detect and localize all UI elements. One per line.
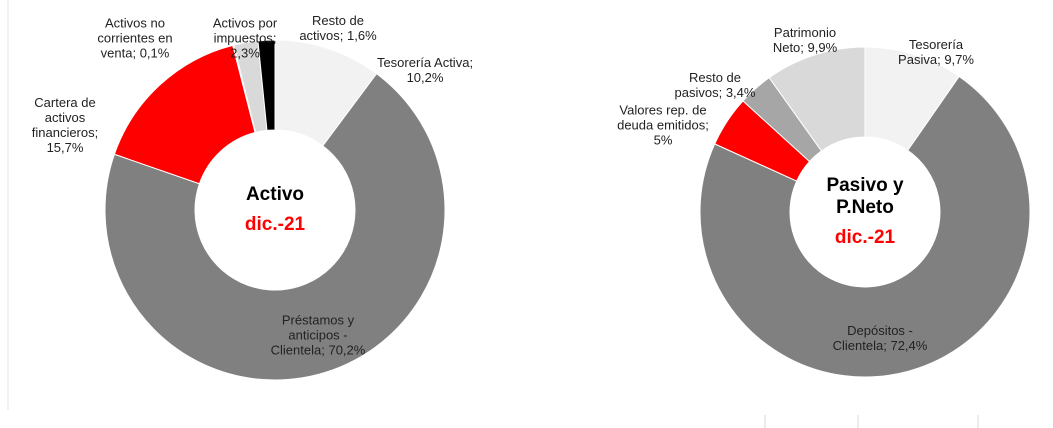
value-label: 5% — [653, 132, 673, 148]
data-label: Tesorería Pasiva; 9,7% — [886, 37, 986, 67]
center-subtitle-text: dic.-21 — [244, 214, 306, 235]
separator: ; — [469, 55, 474, 70]
slice — [104, 72, 446, 381]
data-label: Préstamos y anticipos - Clientela; 70,2% — [263, 313, 373, 358]
separator: ; — [132, 45, 140, 61]
category-name: Resto de activos — [299, 13, 365, 43]
data-label: Depósitos - Clientela; 72,4% — [830, 323, 930, 353]
category-name: Activos no corrientes en venta — [97, 15, 173, 61]
slice — [113, 44, 256, 185]
separator: ; — [800, 40, 808, 55]
category-name: Valores rep. de deuda emitidos — [617, 102, 707, 133]
value-label: 9,7% — [944, 52, 974, 67]
separator: ; — [272, 30, 277, 46]
separator: ; — [705, 117, 709, 133]
value-label: 0,1% — [139, 45, 170, 61]
slice — [699, 75, 1031, 378]
value-label: 9,9% — [807, 40, 838, 55]
data-label: Activos no corrientes en venta; 0,1% — [80, 16, 190, 61]
category-name: Préstamos y anticipos - Clientela — [270, 312, 355, 358]
category-name: Tesorería Activa — [376, 55, 470, 70]
data-label: Tesorería Activa; 10,2% — [370, 55, 480, 85]
value-label: 2,3% — [230, 45, 260, 61]
category-name: Resto de pasivos — [674, 70, 742, 100]
data-label: Patrimonio Neto; 9,9% — [760, 25, 850, 55]
separator: ; — [718, 85, 726, 100]
slice — [768, 46, 866, 152]
data-label: Cartera de activos financieros; 15,7% — [15, 95, 115, 155]
value-label: 70,2% — [328, 342, 366, 358]
data-label: Resto de activos; 1,6% — [293, 13, 383, 43]
value-label: 72,4% — [890, 338, 928, 353]
data-label: Valores rep. de deuda emitidos; 5% — [608, 103, 718, 148]
center-subtitle: dic.-21 — [820, 227, 910, 249]
category-name: Tesorería Pasiva — [898, 37, 964, 67]
value-label: 3,4% — [725, 85, 756, 100]
separator: ; — [883, 338, 891, 353]
separator: ; — [339, 28, 348, 43]
value-label: 10,2% — [406, 70, 444, 85]
category-name: Depósitos - Clientela — [832, 323, 913, 353]
center-title-text: Pasivo y P.Neto — [826, 175, 904, 218]
data-label: Resto de pasivos; 3,4% — [670, 70, 760, 100]
center-title-text: Activo — [245, 184, 305, 205]
value-label: 1,6% — [347, 28, 377, 43]
center-text: Activo dic.-21 — [225, 184, 325, 236]
slice — [257, 39, 276, 131]
center-subtitle: dic.-21 — [225, 214, 325, 236]
center-subtitle-text: dic.-21 — [834, 227, 896, 248]
category-name: Activos por impuestos — [212, 15, 278, 46]
center-title: Pasivo y P.Neto — [820, 175, 910, 219]
separator: ; — [937, 52, 945, 67]
category-name: Cartera de activos financieros — [31, 95, 96, 140]
separator: ; — [321, 342, 329, 358]
separator: ; — [94, 125, 99, 140]
value-label: 15,7% — [46, 140, 84, 155]
center-title: Activo — [225, 184, 325, 206]
category-name: Patrimonio Neto — [772, 25, 837, 55]
center-text: Pasivo y P.Neto dic.-21 — [820, 175, 910, 249]
data-label: Activos por impuestos; 2,3% — [200, 16, 290, 61]
